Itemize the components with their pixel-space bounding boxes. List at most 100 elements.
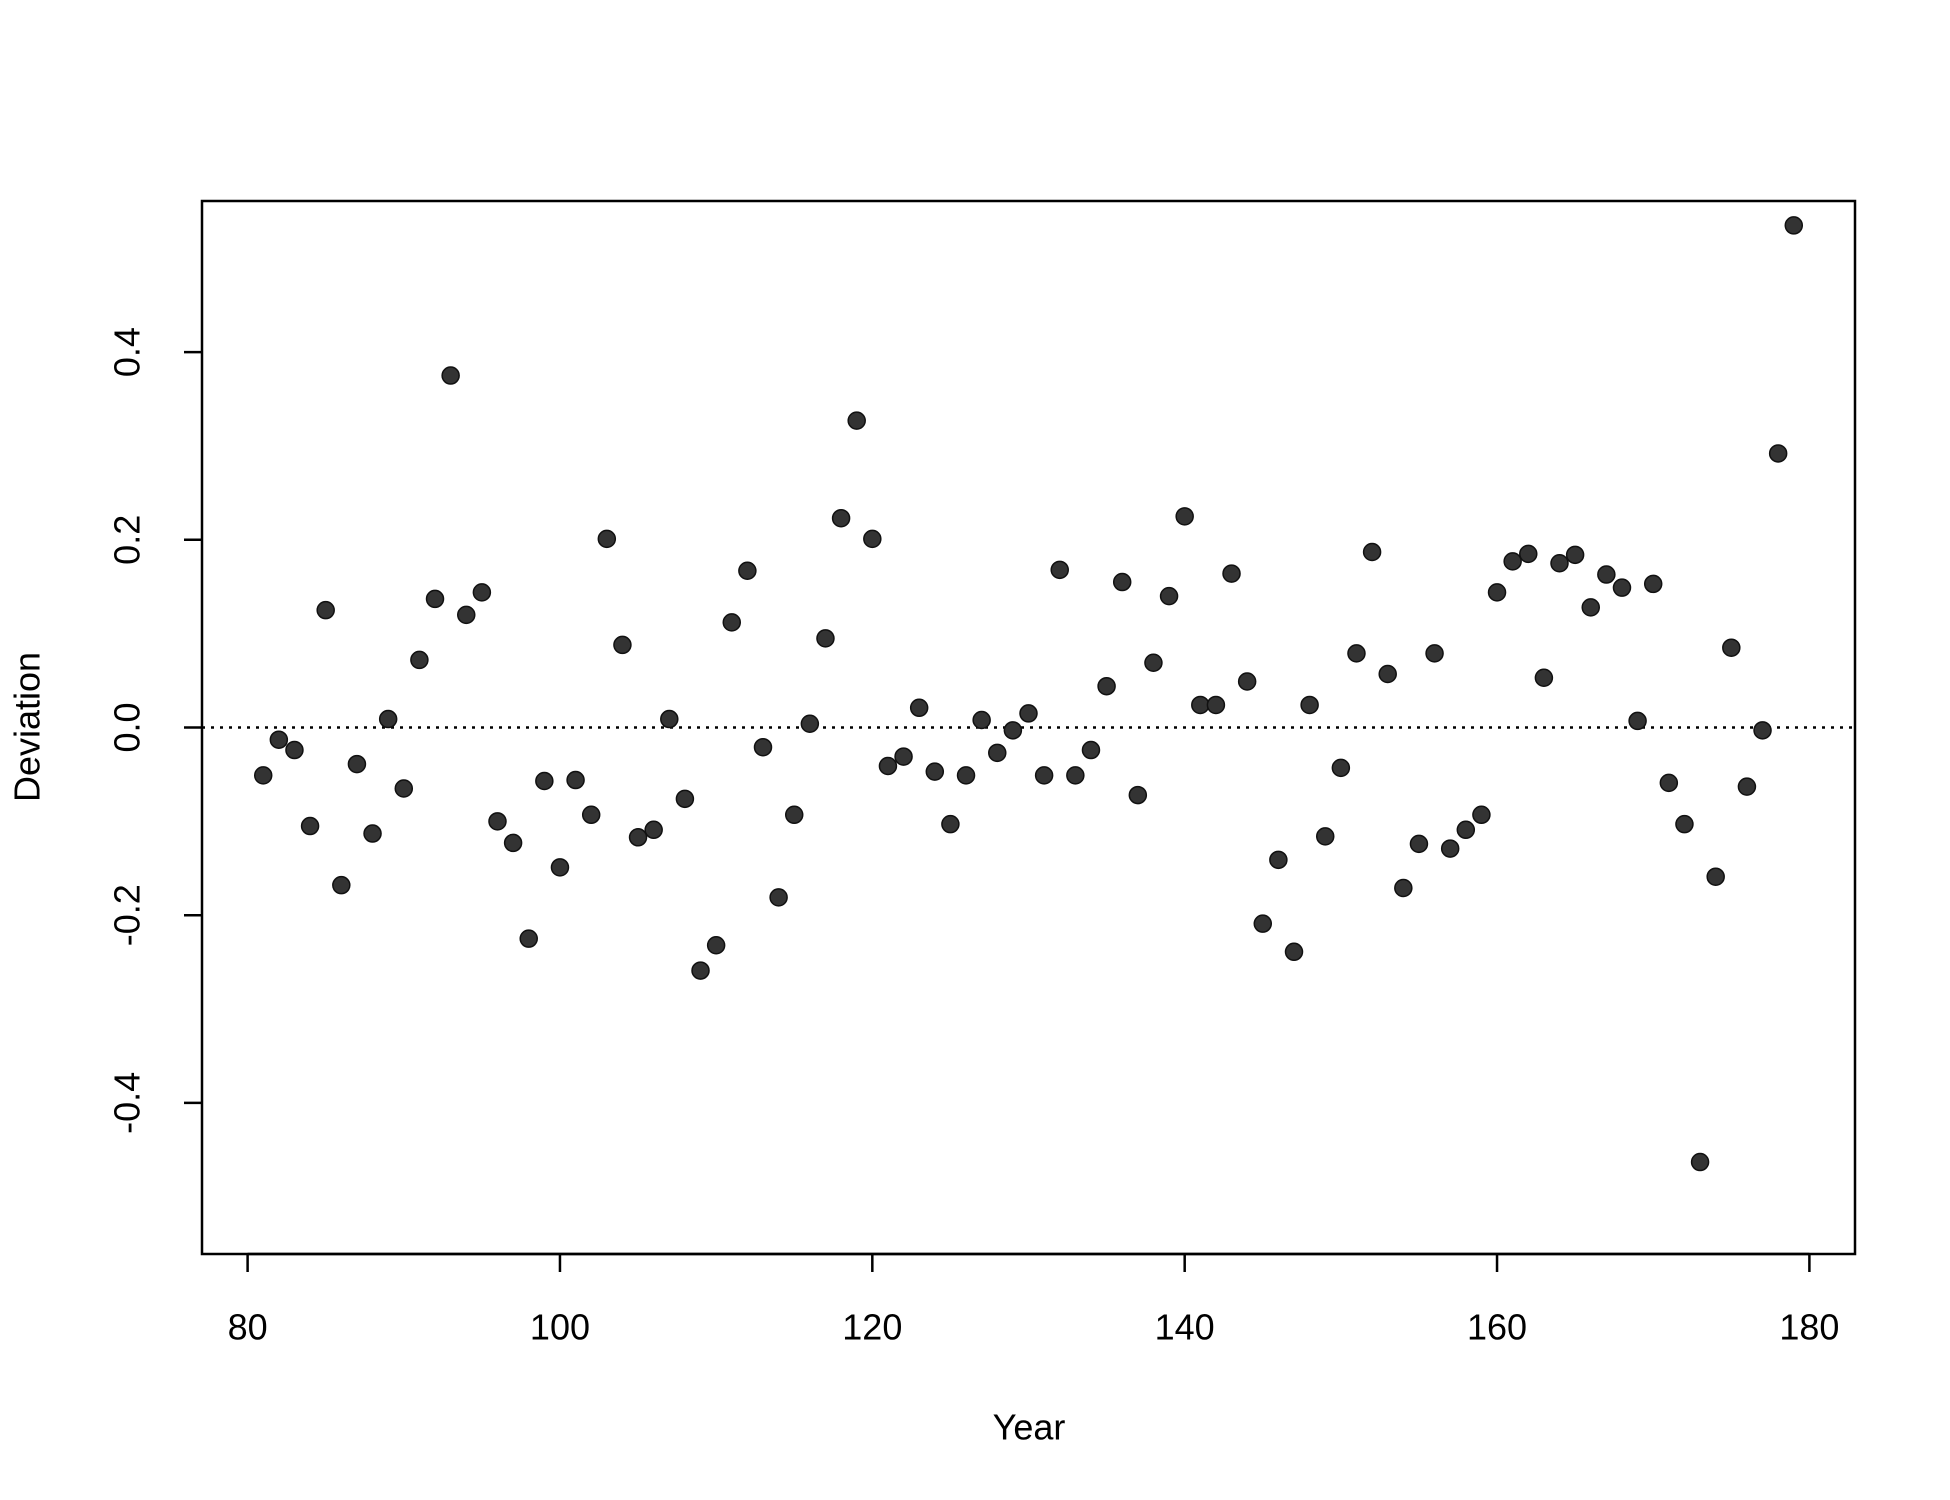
- point: [1081, 740, 1101, 760]
- point: [550, 858, 570, 877]
- point: [1722, 638, 1741, 657]
- x-tick-label: 140: [1155, 1307, 1215, 1348]
- y-tick-label: -0.2: [107, 884, 148, 946]
- point: [1175, 507, 1194, 526]
- point: [457, 605, 476, 625]
- point: [425, 589, 445, 609]
- point: [566, 770, 585, 790]
- y-tick-label: -0.4: [107, 1072, 148, 1134]
- point: [1097, 676, 1116, 696]
- point: [1253, 914, 1273, 933]
- point: [909, 698, 929, 718]
- point: [675, 789, 695, 809]
- point: [894, 747, 913, 766]
- point: [863, 529, 882, 549]
- y-tick-label: 0.4: [107, 327, 148, 377]
- point: [1503, 552, 1522, 571]
- point: [847, 411, 866, 430]
- point: [1159, 586, 1179, 606]
- point: [1753, 721, 1772, 740]
- point: [1315, 827, 1335, 846]
- point: [1487, 583, 1507, 602]
- point: [316, 600, 335, 620]
- point: [363, 824, 382, 843]
- y-tick-label: 0.0: [107, 702, 148, 752]
- point: [503, 833, 523, 853]
- point: [1690, 1152, 1710, 1172]
- point: [691, 961, 710, 980]
- point: [1409, 834, 1429, 854]
- point: [410, 650, 429, 670]
- point: [800, 714, 820, 733]
- point: [1378, 664, 1397, 684]
- point: [1581, 598, 1600, 617]
- point: [1784, 216, 1804, 235]
- point: [644, 820, 663, 840]
- y-tick-label: 0.2: [107, 515, 148, 565]
- point: [706, 935, 726, 955]
- point: [1269, 850, 1288, 870]
- point: [1612, 578, 1632, 597]
- point: [1347, 644, 1366, 663]
- point: [1768, 444, 1788, 463]
- x-tick-label: 80: [228, 1307, 268, 1348]
- x-tick-label: 100: [530, 1307, 590, 1348]
- point: [1675, 814, 1694, 834]
- point: [1300, 695, 1319, 715]
- point: [1003, 721, 1023, 740]
- point: [941, 814, 960, 834]
- point: [925, 762, 945, 781]
- point: [535, 771, 554, 791]
- point: [831, 508, 851, 528]
- point: [1144, 653, 1163, 672]
- point: [1206, 695, 1226, 715]
- x-tick-label: 120: [842, 1307, 902, 1348]
- point: [1362, 542, 1382, 562]
- point: [722, 613, 742, 632]
- point: [816, 629, 835, 648]
- point: [1128, 785, 1148, 805]
- point: [972, 710, 991, 730]
- point: [581, 805, 601, 825]
- point: [1425, 644, 1444, 663]
- point: [1659, 773, 1679, 793]
- point: [1034, 766, 1054, 785]
- point: [1284, 942, 1304, 962]
- point: [1628, 711, 1647, 731]
- point: [1191, 695, 1210, 715]
- x-tick-label: 160: [1467, 1307, 1527, 1348]
- point: [378, 709, 398, 729]
- point: [1565, 545, 1585, 565]
- point: [394, 779, 414, 798]
- point: [628, 828, 648, 847]
- point: [332, 875, 351, 895]
- point: [878, 756, 898, 776]
- point: [784, 805, 804, 825]
- point: [1550, 554, 1569, 573]
- point: [1066, 766, 1085, 785]
- point: [1222, 564, 1241, 583]
- x-axis-label: Year: [993, 1407, 1066, 1448]
- point: [753, 737, 773, 757]
- point: [441, 366, 460, 385]
- point: [285, 740, 304, 760]
- point: [472, 583, 492, 602]
- point: [519, 929, 538, 948]
- point: [769, 888, 788, 907]
- point: [1643, 574, 1663, 594]
- point: [1706, 867, 1725, 886]
- point: [1237, 672, 1257, 691]
- point: [988, 743, 1007, 763]
- point: [1456, 820, 1476, 840]
- point: [1440, 839, 1460, 858]
- point: [1331, 758, 1351, 778]
- point: [1737, 777, 1757, 796]
- point: [1112, 572, 1132, 592]
- point: [347, 754, 367, 774]
- point: [300, 816, 320, 836]
- point: [613, 635, 632, 655]
- point: [660, 709, 679, 729]
- x-tick-label: 180: [1779, 1307, 1839, 1348]
- point: [1050, 560, 1069, 580]
- point: [1019, 704, 1038, 723]
